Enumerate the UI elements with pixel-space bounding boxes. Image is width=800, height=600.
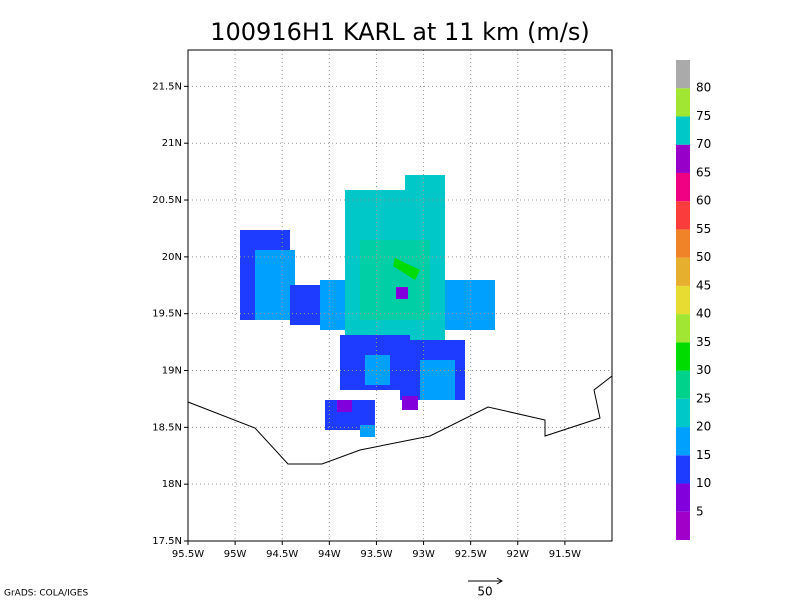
colorbar-segment — [676, 342, 690, 371]
colorbar-segment — [676, 201, 690, 230]
colorbar-segment — [676, 116, 690, 145]
colorbar-segment — [676, 60, 690, 89]
x-tick-label: 92.5W — [455, 549, 487, 560]
colorbar-segment — [676, 455, 690, 484]
y-tick-label: 21.5N — [152, 81, 182, 92]
colorbar-segment — [676, 511, 690, 540]
vector-scale-head — [496, 577, 503, 585]
colorbar-label: 10 — [696, 476, 711, 490]
colorbar-segment — [676, 257, 690, 286]
colorbar-label: 5 — [696, 504, 704, 518]
x-tick-label: 94W — [318, 549, 341, 560]
x-tick-label: 95.5W — [172, 549, 204, 560]
y-tick-label: 19N — [162, 366, 182, 377]
colorbar-segment — [676, 172, 690, 202]
coastline — [187, 375, 613, 465]
colorbar-label: 50 — [696, 250, 711, 264]
colorbar-segment — [676, 144, 690, 173]
y-tick-label: 18.5N — [152, 422, 182, 433]
colorbar-label: 80 — [696, 81, 711, 95]
y-tick-label: 17.5N — [152, 536, 182, 547]
x-tick-label: 94.5W — [266, 549, 298, 560]
x-tick-label: 93W — [412, 549, 435, 560]
y-tick-label: 21N — [162, 138, 182, 149]
colorbar-label: 30 — [696, 363, 711, 377]
y-tick-label: 20N — [162, 252, 182, 263]
colorbar-segment — [676, 370, 690, 399]
y-tick-label: 20.5N — [152, 195, 182, 206]
y-tick-label: 19.5N — [152, 309, 182, 320]
colorbar-segment — [676, 483, 690, 512]
x-tick-label: 93.5W — [360, 549, 392, 560]
colorbar-label: 75 — [696, 109, 711, 123]
colorbar-label: 20 — [696, 420, 711, 434]
x-tick-label: 95W — [224, 549, 247, 560]
colorbar-label: 35 — [696, 335, 711, 349]
vector-scale-label: 50 — [477, 585, 492, 599]
colorbar-label: 70 — [696, 137, 711, 151]
colorbar-segment — [676, 229, 690, 258]
credit: GrADS: COLA/IGES — [4, 589, 88, 599]
colorbar-label: 25 — [696, 391, 711, 405]
colorbar-label: 60 — [696, 194, 711, 208]
map-title: 100916H1 KARL at 11 km (m/s) — [210, 18, 590, 46]
colorbar-segment — [676, 427, 690, 456]
colorbar-segment — [676, 88, 690, 117]
colorbar-segment — [676, 314, 690, 343]
y-tick-label: 18N — [162, 479, 182, 490]
colorbar-label: 45 — [696, 278, 711, 292]
x-tick-label: 91.5W — [549, 549, 581, 560]
wind-field — [240, 175, 495, 437]
colorbar-label: 15 — [696, 448, 711, 462]
x-tick-label: 92W — [506, 549, 529, 560]
plot-frame — [187, 49, 613, 542]
colorbar-label: 65 — [696, 165, 711, 179]
colorbar-segment — [676, 285, 690, 315]
colorbar-segment — [676, 398, 690, 428]
colorbar-label: 55 — [696, 222, 711, 236]
colorbar-label: 40 — [696, 307, 711, 321]
